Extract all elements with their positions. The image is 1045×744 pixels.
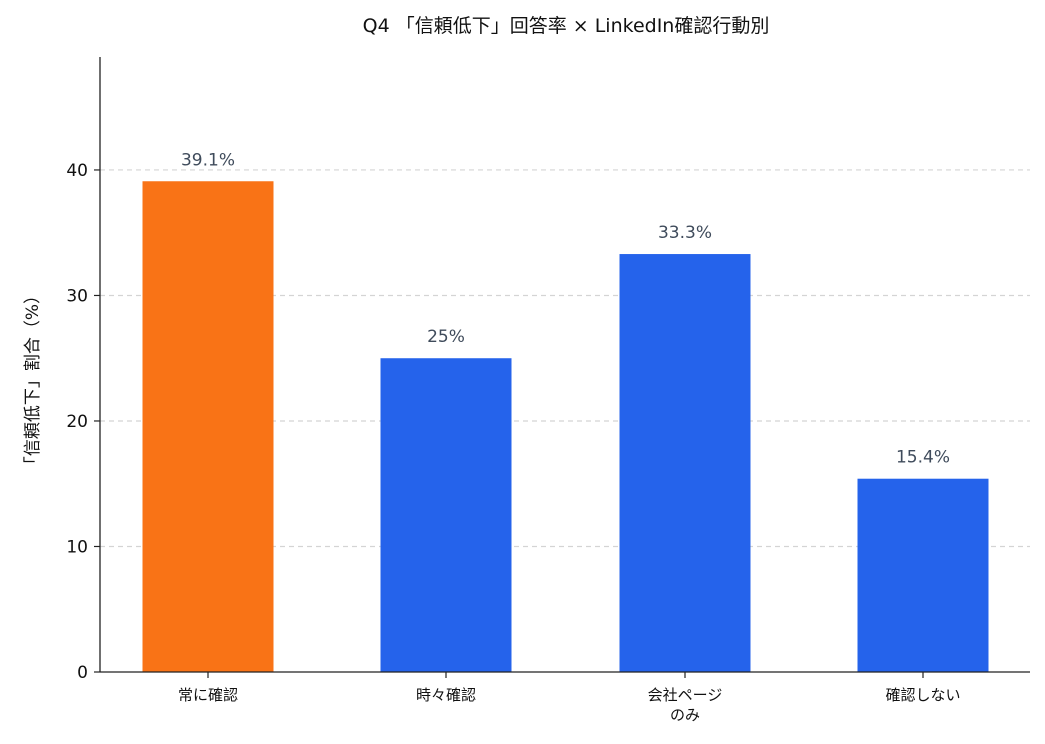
bar bbox=[380, 358, 512, 672]
bars bbox=[142, 181, 989, 672]
bar-value-label: 15.4% bbox=[896, 448, 950, 468]
x-tick-label: のみ bbox=[670, 706, 700, 724]
bar-value-label: 25% bbox=[427, 327, 465, 347]
x-tick-label: 時々確認 bbox=[416, 686, 476, 704]
bar bbox=[619, 254, 751, 672]
y-tick-label: 0 bbox=[77, 663, 88, 683]
y-tick-label: 30 bbox=[66, 286, 88, 306]
chart-title: Q4 「信頼低下」回答率 × LinkedIn確認行動別 bbox=[363, 15, 770, 37]
y-axis-label: 「信頼低下」割合（%） bbox=[23, 287, 43, 473]
bar bbox=[142, 181, 274, 672]
x-tick-label: 確認しない bbox=[885, 686, 960, 704]
x-tick-label: 常に確認 bbox=[178, 686, 238, 704]
y-tick-label: 40 bbox=[66, 161, 88, 181]
y-ticks: 0 10 20 30 40 bbox=[66, 161, 100, 683]
axes bbox=[99, 57, 1030, 673]
x-tick-label: 会社ページ bbox=[648, 686, 723, 704]
bar-value-label: 39.1% bbox=[181, 150, 235, 170]
bar bbox=[857, 478, 989, 672]
data-labels: 39.1% 25% 33.3% 15.4% bbox=[181, 150, 950, 467]
y-tick-label: 20 bbox=[66, 412, 88, 432]
y-tick-label: 10 bbox=[66, 537, 88, 557]
bar-value-label: 33.3% bbox=[658, 223, 712, 243]
